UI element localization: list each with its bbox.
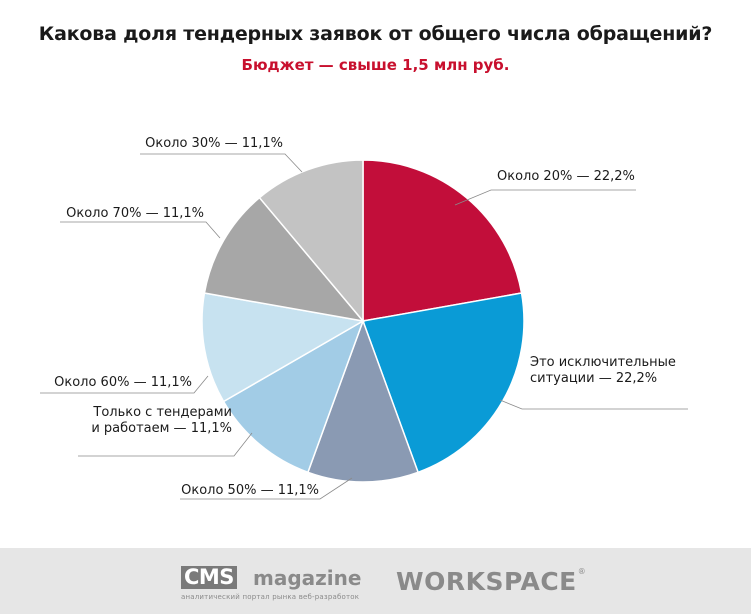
slice-label-6-line-1: Около 70% — 11,1%	[66, 206, 204, 221]
footer: CMS magazine аналитический портал рынка …	[0, 548, 751, 614]
slice-label-4-line-1: Только с тендерами	[92, 405, 232, 420]
slice-label-7-line-1: Около 30% — 11,1%	[145, 136, 283, 151]
slice-labels: Около 20% — 22,2% Это исключительныеситуа…	[54, 136, 676, 498]
workspace-registered-mark: ®	[577, 567, 587, 576]
leader-line-2	[499, 399, 688, 410]
leader-line-7	[140, 153, 303, 173]
workspace-logo-word: WORKSPACE	[396, 567, 577, 596]
leader-line-4	[78, 432, 253, 457]
pie-slice-3	[306, 318, 420, 483]
slice-label-5-line-1: Около 60% — 11,1%	[54, 375, 192, 390]
leader-lines	[40, 153, 688, 500]
pie-slice-2	[361, 292, 525, 474]
leader-line-3	[180, 477, 353, 500]
slice-label-1-line-1: Около 20% — 22,2%	[497, 169, 635, 184]
slice-label-2-line-2: ситуации — 22,2%	[530, 371, 657, 386]
pie-slice-5	[201, 292, 366, 403]
chart-subtitle: Бюджет — свыше 1,5 млн руб.	[241, 56, 510, 74]
cms-logo-tagline: аналитический портал рынка веб-разработо…	[181, 593, 360, 601]
pie-slice-7	[258, 159, 364, 324]
pie-slice-6	[203, 196, 365, 323]
pie-slice-1	[362, 159, 523, 322]
slice-label-2-line-1: Это исключительные	[530, 355, 676, 370]
pie-chart: Около 20% — 22,2% Это исключительныеситуа…	[40, 136, 688, 500]
chart-title: Какова доля тендерных заявок от общего ч…	[38, 23, 713, 45]
pie-slices	[201, 159, 525, 483]
pie-slice-4	[222, 319, 365, 474]
cms-logo-word: magazine	[253, 566, 362, 590]
leader-line-1	[454, 189, 636, 206]
slice-label-3-line-1: Около 50% — 11,1%	[181, 483, 319, 498]
leader-line-6	[60, 221, 221, 239]
leader-line-5	[40, 375, 209, 394]
cms-logo-box: CMS	[181, 566, 237, 589]
workspace-logo[interactable]: WORKSPACE®	[396, 567, 586, 596]
slice-label-4-line-2: и работаем — 11,1%	[91, 421, 232, 436]
